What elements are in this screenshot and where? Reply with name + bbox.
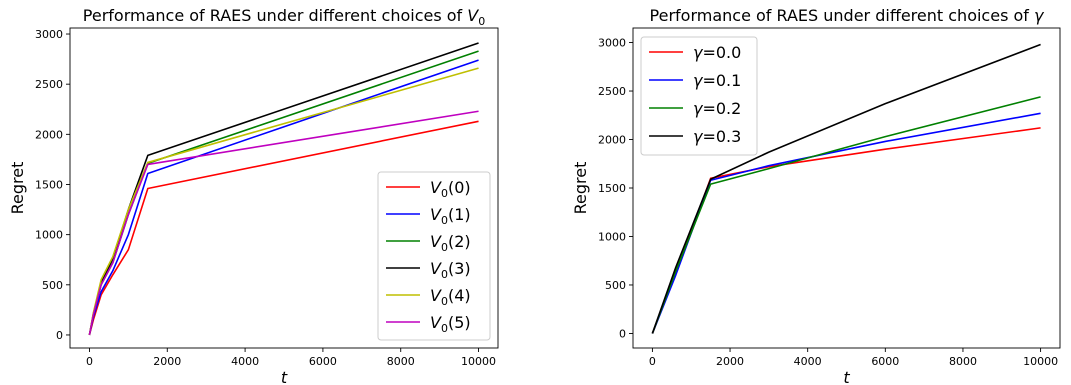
- legend-label: V0(0): [430, 178, 471, 200]
- x-tick-label: 6000: [871, 355, 899, 368]
- legend-label: V0(2): [430, 232, 471, 254]
- legend-item-2: γ=0.1: [649, 71, 741, 90]
- y-tick-label: 2000: [35, 128, 63, 141]
- y-tick-label: 1500: [35, 178, 63, 191]
- x-tick-label: 6000: [309, 355, 337, 368]
- x-tick-label: 8000: [949, 355, 977, 368]
- chart-title-subscript: 0: [478, 15, 485, 28]
- legend-symbol: γ: [693, 43, 704, 62]
- legend-argument: (4): [448, 286, 471, 305]
- x-tick-label: 10000: [1023, 355, 1058, 368]
- legend-argument: (3): [448, 259, 471, 278]
- series-line-3: [651, 96, 1041, 334]
- legend-label: γ=0.0: [693, 43, 741, 62]
- legend-label: γ=0.3: [693, 127, 741, 146]
- legend-symbol: V: [430, 232, 442, 251]
- series-group: [88, 42, 479, 336]
- legend-argument: (0): [448, 178, 471, 197]
- series-line-2: [651, 112, 1041, 334]
- legend-item-1: V0(0): [386, 178, 471, 200]
- legend-symbol: V: [430, 205, 442, 224]
- legend-item-6: V0(5): [386, 313, 471, 335]
- y-tick-label: 1500: [598, 182, 626, 195]
- series-group: [651, 43, 1041, 334]
- legend-label: V0(4): [430, 286, 471, 308]
- chart-2: 0 2000 4000 6000 8000 10000 0 500 1000 1500 2000 25…: [571, 6, 1061, 385]
- legend-label: V0(1): [430, 205, 471, 227]
- series-line-4: [651, 43, 1041, 334]
- legend-value: =0.2: [702, 99, 741, 118]
- x-tick-label: 0: [649, 355, 656, 368]
- legend-symbol: γ: [693, 127, 704, 146]
- y-tick-label: 500: [42, 279, 63, 292]
- legend: γ=0.0γ=0.1γ=0.2γ=0.3: [640, 36, 758, 156]
- legend-subscript: 0: [441, 268, 448, 281]
- legend-symbol: γ: [693, 71, 704, 90]
- legend-subscript: 0: [441, 322, 448, 335]
- legend-symbol: V: [430, 313, 442, 332]
- legend-subscript: 0: [441, 214, 448, 227]
- x-tick-label: 0: [86, 355, 93, 368]
- legend-symbol: γ: [693, 99, 704, 118]
- chart-title-text: Performance of RAES under different choi…: [650, 6, 1034, 25]
- y-tick-label: 1000: [35, 229, 63, 242]
- x-tick-label: 8000: [387, 355, 415, 368]
- y-axis-label: Regret: [8, 162, 27, 215]
- plot-frame: [69, 27, 499, 349]
- x-axis-label: t: [843, 368, 850, 385]
- legend-item-3: V0(2): [386, 232, 471, 254]
- y-tick-label: 1000: [598, 230, 626, 243]
- legend-item-3: γ=0.2: [649, 99, 741, 118]
- legend-item-4: V0(3): [386, 259, 471, 281]
- legend-label: γ=0.2: [693, 99, 741, 118]
- legend-item-5: V0(4): [386, 286, 471, 308]
- y-tick-label: 3000: [35, 28, 63, 41]
- x-tick-label: 4000: [231, 355, 259, 368]
- series-line-6: [88, 110, 479, 336]
- legend-subscript: 0: [441, 241, 448, 254]
- legend-symbol: V: [430, 178, 442, 197]
- legend-item-2: V0(1): [386, 205, 471, 227]
- legend-symbol: V: [430, 259, 442, 278]
- y-tick-label: 0: [619, 327, 626, 340]
- chart-title-symbol: γ: [1034, 6, 1045, 25]
- series-line-1: [651, 127, 1041, 334]
- y-tick-label: 500: [605, 279, 626, 292]
- legend-argument: (2): [448, 232, 471, 251]
- legend-symbol: V: [430, 286, 442, 305]
- y-tick-label: 2000: [598, 134, 626, 147]
- x-tick-label: 2000: [153, 355, 181, 368]
- y-axis-label: Regret: [571, 162, 590, 215]
- x-tick-label: 10000: [461, 355, 496, 368]
- legend-value: =0.3: [702, 127, 741, 146]
- legend-value: =0.0: [702, 43, 741, 62]
- x-axis-label: t: [281, 368, 288, 385]
- legend-label: V0(5): [430, 313, 471, 335]
- legend-subscript: 0: [441, 187, 448, 200]
- y-tick-label: 3000: [598, 37, 626, 50]
- legend-item-4: γ=0.3: [649, 127, 741, 146]
- x-tick-label: 2000: [716, 355, 744, 368]
- y-tick-label: 0: [56, 329, 63, 342]
- chart-title-symbol: V: [467, 6, 479, 25]
- legend-label: V0(3): [430, 259, 471, 281]
- legend-box: [640, 36, 758, 156]
- legend: V0(0)V0(1)V0(2)V0(3)V0(4)V0(5): [377, 171, 491, 341]
- legend-label: γ=0.1: [693, 71, 741, 90]
- chart-title: Performance of RAES under different choi…: [83, 6, 485, 28]
- legend-item-1: γ=0.0: [649, 43, 741, 62]
- chart-1: 0 2000 4000 6000 8000 10000 0 500 1000 1500 2000 25…: [8, 6, 499, 385]
- legend-value: =0.1: [702, 71, 741, 90]
- y-tick-label: 2500: [35, 78, 63, 91]
- y-tick-label: 2500: [598, 85, 626, 98]
- chart-title: Performance of RAES under different choi…: [650, 6, 1045, 25]
- x-tick-label: 4000: [794, 355, 822, 368]
- legend-argument: (5): [448, 313, 471, 332]
- legend-argument: (1): [448, 205, 471, 224]
- chart-title-text: Performance of RAES under different choi…: [83, 6, 467, 25]
- legend-subscript: 0: [441, 295, 448, 308]
